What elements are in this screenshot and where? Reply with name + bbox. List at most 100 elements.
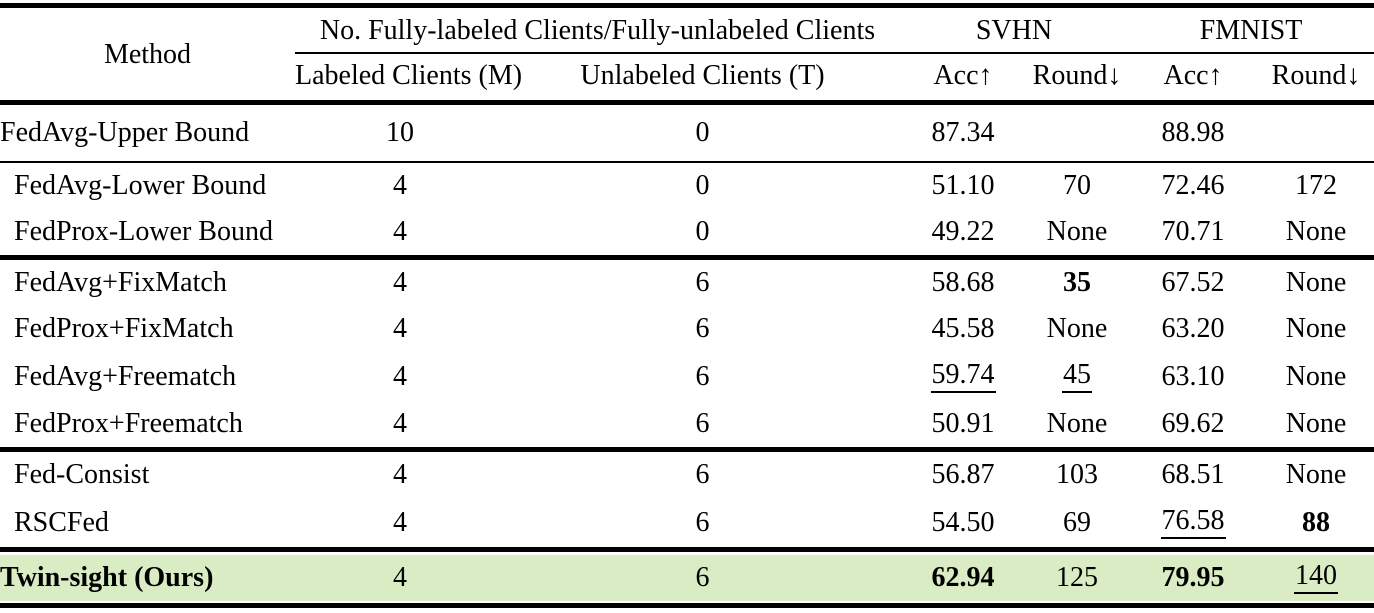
header-group-row: Method No. Fully-labeled Clients/Fully-u…	[0, 5, 1374, 70]
cell-fmnist-round: None	[1285, 267, 1347, 298]
cell-labeled-clients: 4	[393, 267, 407, 298]
cell-method: FedProx+FixMatch	[14, 313, 234, 344]
header-clients-group: No. Fully-labeled Clients/Fully-unlabele…	[295, 5, 900, 54]
cell-svhn-round: 45	[1026, 352, 1128, 401]
best-value: 62.94	[931, 561, 995, 593]
cell-svhn-round: 69	[1063, 506, 1091, 538]
cell-unlabeled-clients: 6	[695, 313, 710, 344]
cell-method: FedProx-Lower Bound	[14, 216, 273, 247]
second-best-value: 76.58	[1160, 507, 1226, 539]
cell-svhn-acc: 49.22	[931, 216, 995, 247]
header-unlabeled-clients: Unlabeled Clients (T)	[580, 60, 825, 91]
cell-svhn-acc: 87.34	[931, 117, 995, 148]
cell-labeled-clients: 4	[295, 549, 505, 606]
best-value: 79.95	[1161, 561, 1225, 593]
cell-fmnist-round: None	[1285, 216, 1347, 247]
cell-fmnist-acc: 88.98	[1161, 117, 1225, 148]
cell-svhn-round: 70	[1063, 170, 1091, 201]
cell-svhn-round: 125	[1026, 549, 1129, 606]
header-method: Method	[103, 39, 192, 70]
cell-unlabeled-clients: 6	[695, 267, 710, 298]
cell-svhn-acc: 59.74	[900, 352, 1026, 401]
ours-method-name: Twin-sight (Ours)	[0, 561, 214, 593]
cell-fmnist-round: 172	[1295, 170, 1338, 201]
cell-method: FedAvg+FixMatch	[14, 267, 227, 298]
cell-svhn-acc: 45.58	[931, 313, 995, 344]
header-dataset-fmnist: FMNIST	[1128, 5, 1374, 54]
cell-fmnist-round: None	[1285, 459, 1347, 490]
cell-fmnist-acc: 68.51	[1161, 459, 1225, 490]
table-header: Method No. Fully-labeled Clients/Fully-u…	[0, 5, 1374, 103]
cell-unlabeled-clients: 6	[695, 408, 710, 439]
cell-labeled-clients: 10	[386, 117, 414, 148]
cell-labeled-clients: 4	[393, 360, 407, 392]
best-value: 88	[1302, 506, 1331, 538]
cell-method: Fed-Consist	[14, 459, 150, 490]
cell-fmnist-round: None	[1285, 360, 1347, 392]
cell-svhn-acc: 50.91	[931, 408, 995, 439]
table-row: Fed-Consist 4 6 56.87 103 68.51 None	[0, 450, 1374, 499]
header-fmnist-round: Round↓	[1271, 60, 1361, 91]
cell-labeled-clients: 4	[393, 313, 407, 344]
cell-method: FedAvg-Lower Bound	[14, 170, 267, 201]
header-labeled-clients: Labeled Clients (M)	[295, 60, 523, 91]
cell-fmnist-acc: 69.62	[1161, 408, 1225, 439]
cell-fmnist-round: 140	[1258, 549, 1374, 606]
table-body: FedAvg-Upper Bound 10 0 87.34 88.98 FedA…	[0, 103, 1374, 606]
second-best-value: 140	[1294, 562, 1339, 594]
cell-unlabeled-clients: 6	[695, 459, 710, 490]
cell-svhn-round: None	[1046, 216, 1108, 247]
cell-unlabeled-clients: 6	[505, 549, 900, 606]
cell-fmnist-acc: 72.46	[1161, 170, 1225, 201]
cell-svhn-round: 35	[1026, 258, 1128, 307]
cell-unlabeled-clients: 6	[695, 360, 710, 392]
cell-fmnist-acc: 63.10	[1161, 360, 1225, 392]
cell-method: Twin-sight (Ours)	[0, 549, 295, 606]
cell-svhn-acc: 58.68	[931, 267, 995, 298]
cell-fmnist-acc: 70.71	[1161, 216, 1225, 247]
header-svhn-acc: Acc↑	[933, 60, 993, 91]
cell-fmnist-acc: 67.52	[1161, 267, 1225, 298]
table-row: FedAvg+Freematch 4 6 59.74 45 63.10 None	[0, 352, 1374, 401]
cell-svhn-round	[1026, 103, 1128, 163]
cell-labeled-clients: 4	[393, 408, 407, 439]
cell-svhn-acc: 62.94	[900, 549, 1026, 606]
cell-labeled-clients: 4	[393, 459, 407, 490]
cell-labeled-clients: 4	[393, 170, 407, 201]
cell-fmnist-acc: 79.95	[1128, 549, 1259, 606]
table-row: FedAvg-Lower Bound 4 0 51.10 70 72.46 17…	[0, 162, 1374, 209]
cell-unlabeled-clients: 0	[695, 170, 710, 201]
results-table: Method No. Fully-labeled Clients/Fully-u…	[0, 3, 1374, 608]
cell-method: FedAvg-Upper Bound	[0, 117, 250, 148]
cell-labeled-clients: 4	[393, 506, 407, 538]
cell-fmnist-acc: 76.58	[1128, 498, 1258, 550]
cell-unlabeled-clients: 6	[695, 506, 710, 538]
cell-fmnist-round	[1258, 103, 1374, 163]
cell-method: FedProx+Freematch	[14, 408, 243, 439]
cell-fmnist-round: 88	[1258, 498, 1374, 550]
second-best-value: 59.74	[930, 361, 996, 393]
cell-svhn-acc: 51.10	[931, 170, 995, 201]
cell-unlabeled-clients: 0	[695, 216, 710, 247]
second-best-value: 45	[1062, 361, 1092, 393]
table-row: FedProx+Freematch 4 6 50.91 None 69.62 N…	[0, 401, 1374, 450]
header-fmnist-acc: Acc↑	[1163, 60, 1223, 91]
table-row: FedProx+FixMatch 4 6 45.58 None 63.20 No…	[0, 306, 1374, 352]
cell-fmnist-round: None	[1285, 313, 1347, 344]
header-sub-row: Labeled Clients (M) Unlabeled Clients (T…	[0, 53, 1374, 103]
cell-unlabeled-clients: 0	[695, 117, 710, 148]
table-row: FedAvg-Upper Bound 10 0 87.34 88.98	[0, 103, 1374, 163]
cell-svhn-acc: 56.87	[931, 459, 995, 490]
cell-svhn-round: None	[1046, 313, 1108, 344]
cell-labeled-clients: 4	[393, 216, 407, 247]
table-row: FedProx-Lower Bound 4 0 49.22 None 70.71…	[0, 209, 1374, 258]
cell-method: FedAvg+Freematch	[14, 360, 237, 392]
table-row: FedAvg+FixMatch 4 6 58.68 35 67.52 None	[0, 258, 1374, 307]
table-row-ours-highlighted: Twin-sight (Ours) 4 6 62.94 125 79.95 14…	[0, 549, 1374, 606]
header-dataset-svhn: SVHN	[900, 5, 1129, 54]
best-value: 35	[1063, 267, 1091, 298]
table-row: RSCFed 4 6 54.50 69 76.58 88	[0, 498, 1374, 550]
cell-svhn-round: None	[1046, 408, 1108, 439]
cell-fmnist-acc: 63.20	[1161, 313, 1225, 344]
